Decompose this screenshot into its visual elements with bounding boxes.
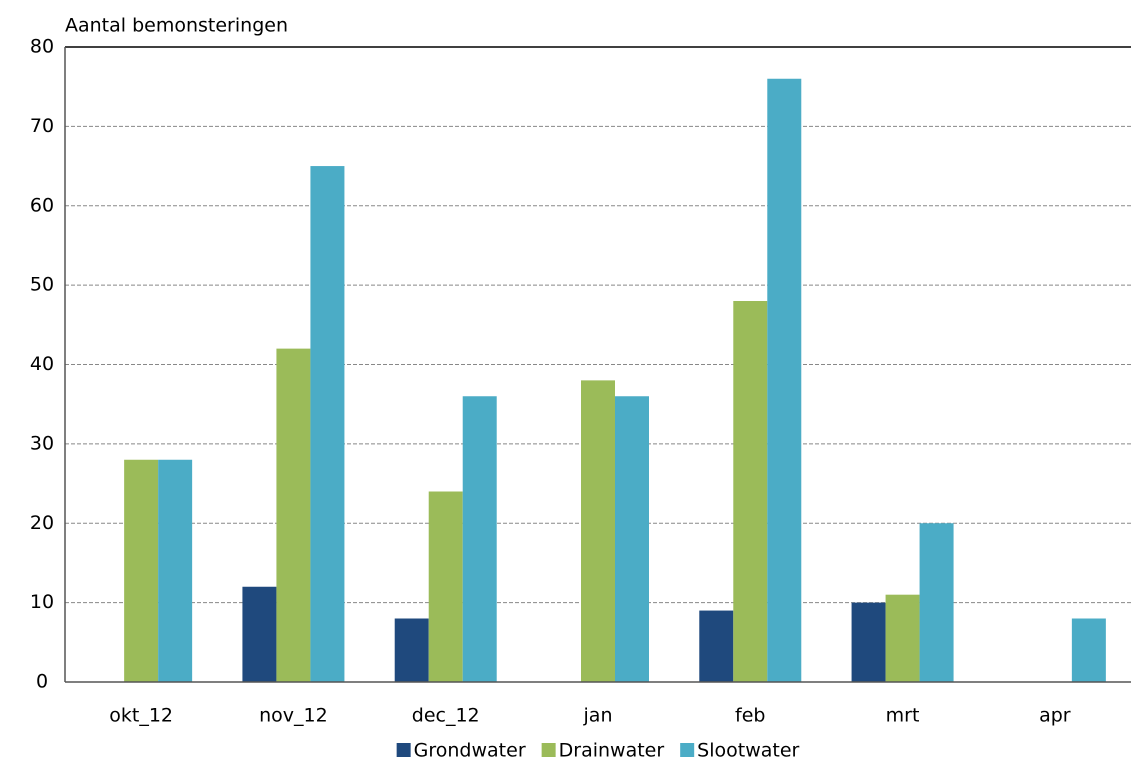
bar [919,523,954,682]
bar [276,348,311,682]
y-tick-label: 10 [30,591,54,613]
legend-label: Slootwater [697,740,799,762]
bar [767,78,802,682]
y-tick-label: 70 [30,115,54,137]
bar [310,166,345,682]
legend-swatch [680,743,695,757]
bar [124,459,159,682]
y-tick-label: 50 [30,274,54,296]
x-tick-label: jan [583,705,613,727]
bar [1071,618,1106,682]
y-tick-label: 60 [30,194,54,216]
legend-swatch [396,743,411,757]
y-tick-label: 30 [30,432,54,454]
legend: Grondwater Drainwater Slootwater [396,740,800,762]
y-tick-label: 0 [36,671,48,693]
x-tick-label: apr [1039,705,1071,727]
legend-swatch [541,743,556,757]
bar [158,459,193,682]
y-tick-label: 40 [30,353,54,375]
x-tick-label: mrt [886,705,920,727]
bar [851,602,886,682]
y-tick-label: 20 [30,512,54,534]
y-tick-label: 80 [30,36,54,58]
bar [428,491,463,682]
bar [699,610,734,682]
bar [615,396,649,682]
bar [733,301,768,682]
x-tick-label: okt_12 [109,705,173,727]
x-tick-label: feb [735,705,765,727]
chart-title: Aantal bemonsteringen [65,15,288,37]
bar [394,618,429,682]
bar [242,586,277,682]
legend-label: Drainwater [559,740,665,762]
bar [581,380,615,682]
bar [462,396,497,682]
x-tick-label: dec_12 [412,705,480,727]
legend-label: Grondwater [414,740,526,762]
bar [885,594,920,682]
x-tick-label: nov_12 [259,705,328,727]
